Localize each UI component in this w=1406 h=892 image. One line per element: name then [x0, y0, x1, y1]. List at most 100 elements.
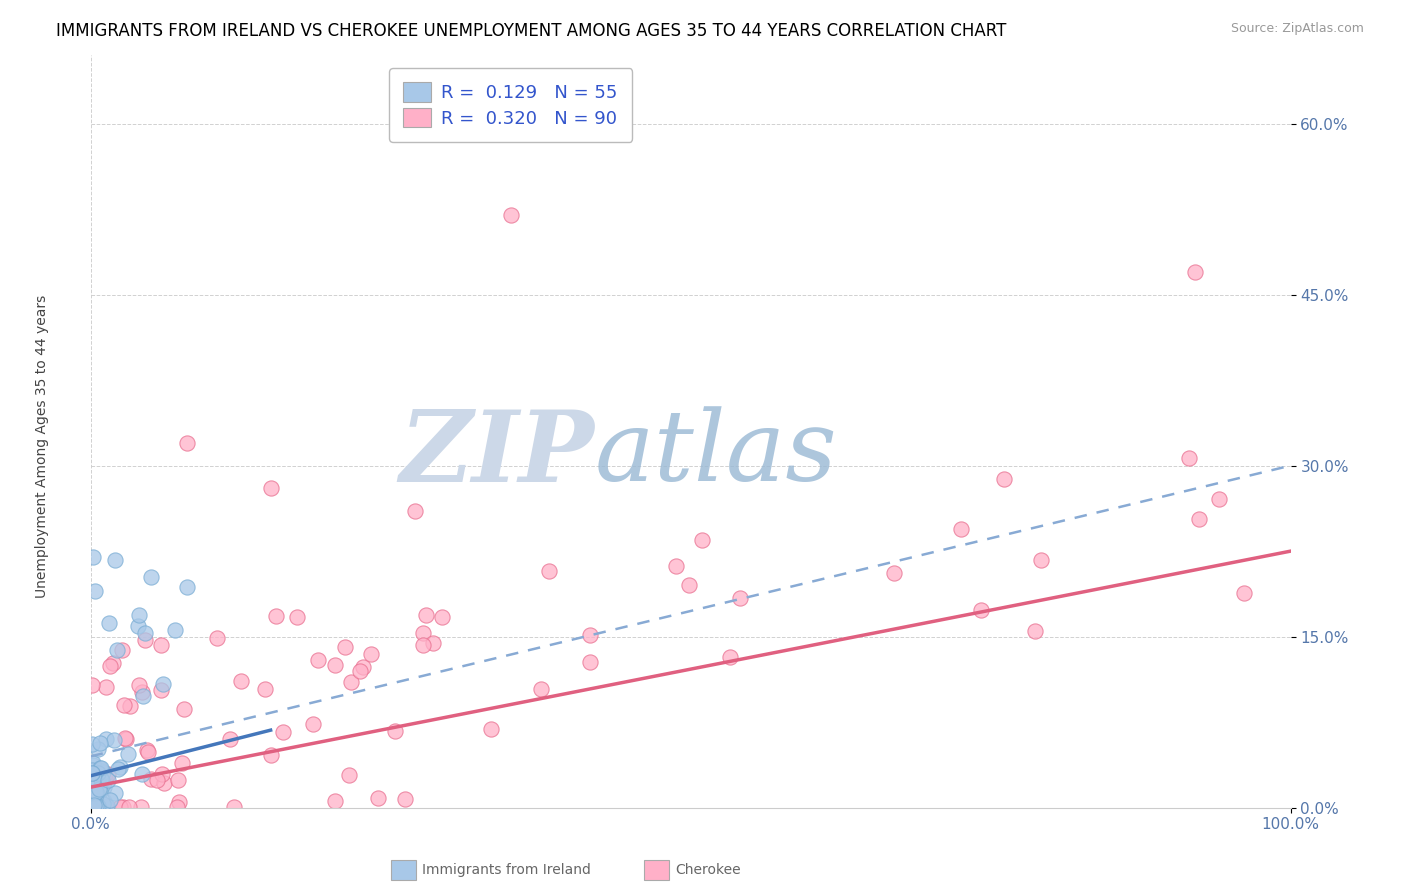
Point: [166, 799, 188, 814]
Point: [80, 776, 103, 790]
Point: [266, 609, 288, 624]
Point: [93, 794, 115, 808]
Point: [1031, 553, 1053, 567]
Point: [114, 731, 136, 746]
Point: [89, 781, 111, 796]
Point: [97, 767, 120, 781]
Point: [89, 763, 111, 777]
Point: [150, 638, 173, 652]
Point: [96, 731, 118, 746]
Point: [578, 627, 600, 641]
Point: [93, 772, 115, 786]
Point: [219, 732, 242, 747]
Text: Cherokee: Cherokee: [675, 863, 741, 877]
Point: [360, 647, 382, 661]
Point: [352, 659, 374, 673]
Point: [86, 785, 108, 799]
Point: [139, 570, 162, 584]
Point: [89, 799, 111, 814]
Point: [93, 773, 115, 788]
Point: [302, 716, 325, 731]
Point: [80, 766, 103, 780]
Point: [690, 533, 713, 547]
Point: [260, 748, 283, 763]
Point: [91, 765, 114, 780]
Point: [993, 473, 1015, 487]
Point: [537, 564, 560, 578]
Point: [86, 742, 108, 756]
Text: atlas: atlas: [595, 407, 838, 501]
Point: [131, 685, 153, 699]
Point: [1233, 586, 1256, 600]
Point: [127, 619, 149, 633]
Point: [94, 767, 117, 781]
Point: [150, 682, 173, 697]
Point: [112, 698, 135, 713]
Point: [134, 626, 156, 640]
Point: [84, 785, 107, 799]
Point: [83, 797, 105, 812]
Text: Source: ZipAtlas.com: Source: ZipAtlas.com: [1230, 22, 1364, 36]
Point: [176, 435, 198, 450]
Point: [118, 799, 141, 814]
Point: [530, 681, 553, 696]
Point: [141, 772, 163, 786]
Point: [80, 789, 103, 804]
Point: [103, 732, 125, 747]
Point: [1184, 265, 1206, 279]
Point: [87, 798, 110, 813]
Point: [205, 631, 228, 645]
Point: [153, 776, 176, 790]
Point: [96, 798, 118, 813]
Point: [94, 799, 117, 814]
Point: [104, 786, 127, 800]
Point: [337, 768, 360, 782]
Point: [129, 799, 152, 814]
Point: [285, 609, 308, 624]
Point: [1024, 624, 1046, 638]
Point: [335, 640, 357, 655]
Point: [271, 725, 294, 739]
Point: [128, 678, 150, 692]
Point: [112, 799, 135, 814]
Point: [80, 737, 103, 751]
Point: [412, 625, 434, 640]
Point: [1177, 451, 1199, 466]
Point: [404, 504, 426, 518]
Point: [224, 799, 246, 814]
Point: [84, 786, 107, 800]
Point: [718, 650, 741, 665]
Point: [86, 765, 108, 780]
Point: [94, 680, 117, 694]
Point: [80, 766, 103, 780]
Point: [97, 615, 120, 630]
Point: [259, 482, 281, 496]
Point: [384, 724, 406, 739]
Point: [173, 702, 195, 716]
Point: [146, 773, 169, 788]
Point: [367, 790, 389, 805]
Point: [82, 757, 104, 772]
Point: [167, 773, 190, 788]
Point: [415, 607, 437, 622]
Point: [131, 767, 153, 781]
Point: [104, 553, 127, 567]
Point: [93, 780, 115, 794]
Point: [479, 722, 502, 736]
Point: [325, 657, 347, 672]
Point: [128, 607, 150, 622]
Point: [82, 549, 104, 564]
Point: [86, 783, 108, 797]
Point: [422, 636, 444, 650]
Legend: R =  0.129   N = 55, R =  0.320   N = 90: R = 0.129 N = 55, R = 0.320 N = 90: [389, 68, 633, 142]
Point: [90, 773, 112, 788]
Point: [394, 792, 416, 806]
Point: [578, 656, 600, 670]
Point: [89, 736, 111, 750]
Text: ZIP: ZIP: [399, 406, 595, 502]
Point: [84, 584, 107, 599]
Point: [103, 656, 125, 670]
Point: [108, 759, 131, 773]
Point: [1208, 492, 1230, 507]
Point: [117, 747, 139, 761]
